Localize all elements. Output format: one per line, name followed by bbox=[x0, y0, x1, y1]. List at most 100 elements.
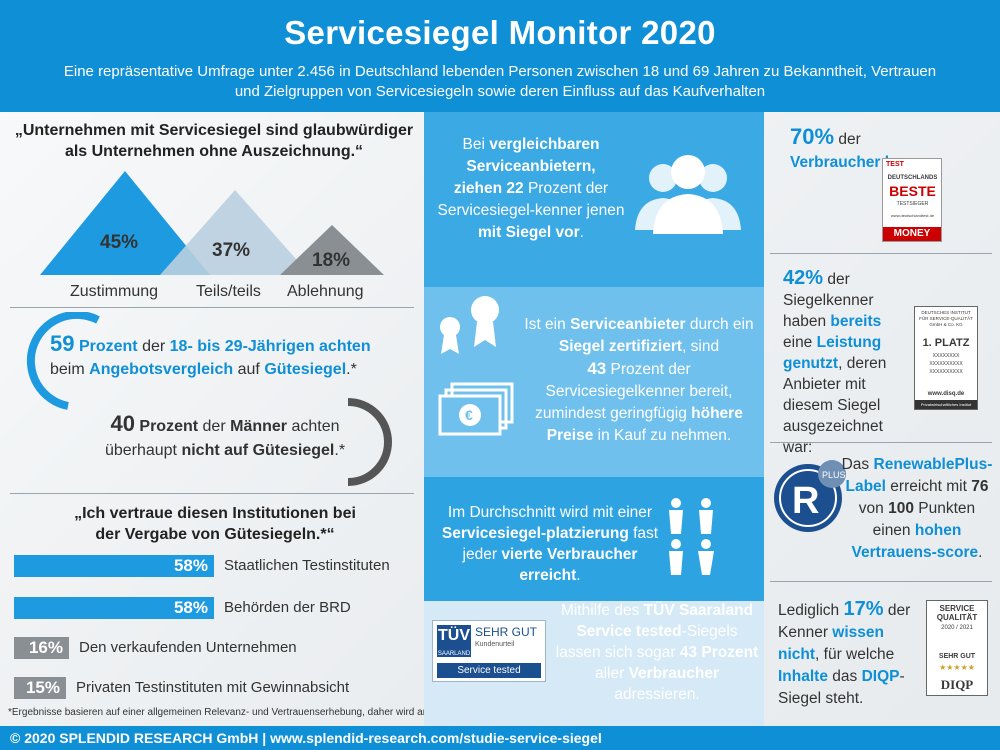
b3-fourth: vierte Verbraucher erreicht bbox=[501, 546, 638, 584]
r4-pct: 17% bbox=[843, 598, 884, 620]
triangle-agree-value: 45% bbox=[100, 232, 139, 253]
diqp-t2: QUALITÄT bbox=[936, 613, 978, 622]
diqp-grade: SEHR GUT bbox=[938, 653, 976, 660]
disq-url: www.disq.de bbox=[927, 391, 965, 397]
divider bbox=[770, 581, 992, 582]
triangle-partly-label: Teils/teils bbox=[196, 283, 261, 300]
triangle-partly bbox=[160, 190, 310, 275]
quote-credibility: „Unternehmen mit Servicesiegel sind glau… bbox=[14, 122, 414, 160]
triangle-agree bbox=[40, 171, 210, 275]
middle-b4-text: Mithilfe des TÜV Saaraland Service teste… bbox=[552, 600, 762, 705]
tuv-region: SAARLAND bbox=[437, 651, 471, 657]
stat-59-number: 59 bbox=[50, 331, 75, 356]
b2-higher-prices: höhere Preise bbox=[546, 405, 743, 444]
r3-word: von bbox=[858, 500, 884, 517]
r4-word: das bbox=[832, 668, 858, 685]
r2-already: bereits bbox=[830, 313, 882, 330]
b4-word: -Siegels lassen sich sogar bbox=[555, 623, 738, 661]
b4-word: Mithilfe des bbox=[560, 602, 640, 619]
plus-text: PLUS bbox=[822, 470, 846, 480]
divider bbox=[10, 307, 414, 308]
b4-word: adressieren. bbox=[614, 686, 700, 703]
middle-b1-text: Bei vergleichbaren Serviceanbietern, zie… bbox=[436, 134, 626, 244]
footnote: *Ergebnisse basieren auf einer allgemein… bbox=[8, 707, 649, 718]
r3-period: . bbox=[978, 544, 983, 561]
r4-word: , für welche bbox=[815, 646, 895, 663]
page-title: Servicesiegel Monitor 2020 bbox=[284, 14, 716, 51]
b2-word: durch ein bbox=[689, 316, 754, 333]
renewable-plus-logo: R PLUS bbox=[774, 460, 846, 532]
b2-provider: Serviceanbieter bbox=[570, 316, 686, 333]
stat-40-no-seal: nicht auf Gütesiegel bbox=[181, 442, 335, 459]
svg-text:€: € bbox=[465, 407, 473, 423]
stat-59-word: auf bbox=[237, 361, 260, 378]
r4-word: Lediglich bbox=[778, 602, 840, 619]
footer: © 2020 SPLENDID RESEARCH GmbH | www.sple… bbox=[0, 726, 1000, 750]
diqp-t1: SERVICE bbox=[939, 604, 975, 613]
b1-word: Prozent der Servicesiegel-kenner jenen bbox=[437, 180, 625, 219]
r1-word: der bbox=[838, 131, 861, 148]
trust-bar-label: Staatlichen Testinstituten bbox=[224, 557, 390, 574]
stat-59-seal: Gütesiegel bbox=[264, 361, 347, 378]
award-ribbon-icon bbox=[440, 296, 499, 354]
best-brand: MONEY bbox=[883, 227, 941, 241]
disq-top: DEUTSCHES INSTITUT FÜR SERVICE-QUALITÄT … bbox=[919, 310, 973, 327]
b2-43: 43 bbox=[587, 359, 607, 378]
triangle-reject bbox=[280, 225, 384, 275]
b3-period: . bbox=[576, 567, 581, 584]
tuv-badge: TÜV SAARLAND SEHR GUT Kundenurteil Servi… bbox=[432, 620, 546, 682]
stat-40-word: Prozent bbox=[139, 418, 199, 435]
right-r2-text: 42% der Siegelkenner haben bereits eine … bbox=[783, 268, 913, 458]
r3-100: 100 bbox=[888, 500, 914, 517]
trust-bar: 58% bbox=[14, 597, 214, 619]
stat-40-word: der bbox=[202, 418, 226, 435]
disq-x3: XXXXXXXXXX bbox=[929, 369, 963, 375]
trust-bar: 58% bbox=[14, 555, 214, 577]
r2-word: , deren Anbieter mit diesem Siegel ausge… bbox=[783, 355, 887, 456]
r3-trust: hohen Vertrauens-score bbox=[851, 522, 979, 561]
stat-40-number: 40 bbox=[110, 411, 135, 436]
tuv-sub: Kundenurteil bbox=[475, 641, 515, 648]
middle-block-3 bbox=[424, 477, 764, 601]
triangle-partly-value: 37% bbox=[212, 240, 251, 261]
b1-comparable: vergleichbaren Serviceanbietern, bbox=[466, 136, 600, 175]
r4-word: -Siegel steht. bbox=[778, 668, 905, 707]
trust-bar-label: Behörden der BRD bbox=[224, 599, 351, 616]
r2-pct: 42% bbox=[783, 267, 824, 289]
best-badge: TEST DEUTSCHLANDS BESTE TESTSIEGER www.d… bbox=[882, 158, 942, 242]
arc-59 bbox=[26, 312, 100, 410]
divider bbox=[10, 493, 414, 494]
r3-76: 76 bbox=[971, 478, 989, 495]
left-column bbox=[0, 112, 424, 726]
stat-59-word: beim bbox=[50, 361, 85, 378]
stat-59-word: Prozent bbox=[78, 338, 138, 355]
b3-word: fast jeder bbox=[462, 525, 659, 563]
disq-place: 1. PLATZ bbox=[922, 337, 970, 349]
divider bbox=[770, 442, 992, 443]
best-line2: BESTE bbox=[889, 183, 936, 199]
right-r4-text: Lediglich 17% der Kenner wissen nicht, f… bbox=[778, 598, 924, 710]
four-people-icon bbox=[669, 498, 714, 575]
stat-59-text: 59 Prozent der 18- bis 29-Jährigen achte… bbox=[50, 332, 410, 381]
best-top: TEST bbox=[886, 161, 904, 168]
b1-with-seal: mit Siegel vor bbox=[478, 224, 580, 241]
diqp-brand: DIQP bbox=[940, 677, 974, 692]
stat-40-word: überhaupt bbox=[104, 442, 177, 459]
best-line1: DEUTSCHLANDS bbox=[887, 175, 938, 181]
b3-placement: Servicesiegel-platzierung bbox=[441, 525, 629, 542]
tuv-logo: TÜV bbox=[437, 625, 471, 655]
b4-consumers: Verbraucher bbox=[628, 665, 720, 682]
middle-b2-text: Ist ein Serviceanbieter durch ein Siegel… bbox=[524, 314, 754, 447]
r3-word: erreicht mit bbox=[890, 478, 967, 495]
r2-word: eine bbox=[783, 334, 813, 351]
stat-40-asterisk: .* bbox=[334, 442, 346, 459]
stat-59-word: der bbox=[142, 338, 166, 355]
right-r3-text: Das RenewablePlus-Label erreicht mit 76 … bbox=[838, 454, 996, 564]
b1-22: ziehen 22 bbox=[453, 180, 524, 197]
right-r1-text: 70% der bbox=[790, 126, 880, 151]
best-url: www.deutschlandtest.de bbox=[890, 213, 935, 218]
b4-tuv: TÜV Saaraland Service tested bbox=[576, 602, 754, 640]
b2-word: Prozent der Servicesiegelkenner bereit, … bbox=[535, 361, 733, 422]
disq-foot: Privatwirtschaftliches Institut bbox=[915, 400, 977, 409]
b4-word: aller bbox=[594, 665, 625, 682]
